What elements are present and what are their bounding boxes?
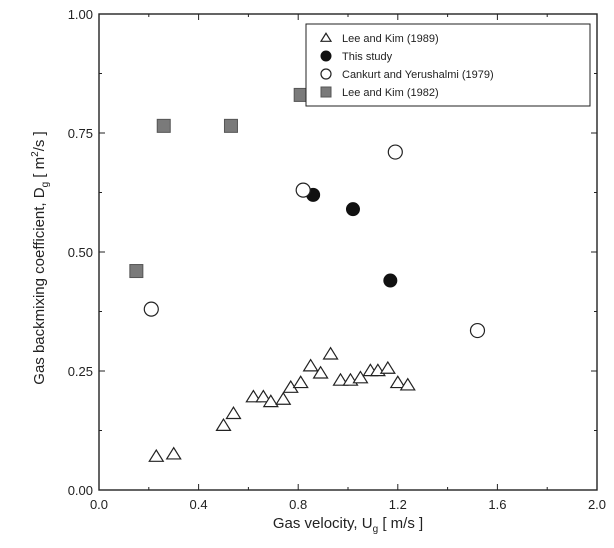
- data-point-series-1: [292, 375, 309, 389]
- data-point-series-1: [352, 370, 369, 384]
- y-tick-label: 0.50: [68, 245, 93, 260]
- legend-entry-4: Lee and Kim (1982): [342, 87, 439, 99]
- x-tick-label: 1.2: [389, 497, 407, 512]
- data-point-series-4: [223, 118, 238, 133]
- y-tick-label: 0.00: [68, 483, 93, 498]
- data-point-series-3: [143, 301, 159, 317]
- x-tick-label: 1.6: [488, 497, 506, 512]
- data-point-series-3: [387, 144, 403, 160]
- data-point-series-1: [302, 358, 319, 372]
- legend-entry-3: Cankurt and Yerushalmi (1979): [342, 69, 494, 81]
- x-tick-label: 0.0: [90, 497, 108, 512]
- legend-marker-1: [319, 32, 333, 42]
- data-point-series-1: [255, 389, 272, 403]
- data-point-series-1: [262, 394, 279, 408]
- x-axis-ticks: 0.0 0.4 0.8 1.2 1.6 2.0: [90, 14, 606, 512]
- x-tick-label: 0.4: [190, 497, 208, 512]
- data-points: [129, 87, 486, 462]
- legend-entry-2: This study: [342, 51, 393, 63]
- legend-entry-1: Lee and Kim (1989): [342, 33, 439, 45]
- data-point-series-1: [332, 372, 349, 386]
- data-point-series-1: [275, 391, 292, 405]
- x-axis-label: Gas velocity, Ug [ m/s ]: [273, 515, 423, 535]
- data-point-series-4: [293, 87, 308, 102]
- data-point-series-1: [389, 375, 406, 389]
- data-point-series-1: [399, 377, 416, 391]
- y-tick-label: 0.25: [68, 364, 93, 379]
- data-point-series-1: [312, 365, 329, 379]
- data-point-series-2: [383, 273, 398, 288]
- y-tick-label: 0.75: [68, 126, 93, 141]
- data-point-series-1: [215, 417, 232, 431]
- y-tick-label: 1.00: [68, 7, 93, 22]
- data-point-series-1: [322, 346, 339, 360]
- legend-marker-3: [320, 68, 332, 80]
- data-point-series-1: [165, 446, 182, 460]
- data-point-series-1: [245, 389, 262, 403]
- y-axis-label: Gas backmixing coefficient, Dg [ m2/s ]: [30, 131, 51, 384]
- data-point-series-1: [379, 360, 396, 374]
- x-tick-label: 2.0: [588, 497, 606, 512]
- y-axis-ticks: 0.00 0.25 0.50 0.75 1.00: [68, 7, 597, 498]
- data-point-series-3: [295, 182, 311, 198]
- data-point-series-1: [225, 406, 242, 420]
- data-point-series-3: [469, 322, 486, 339]
- data-point-series-4: [156, 118, 171, 133]
- legend-box: [305, 23, 591, 107]
- x-tick-label: 0.8: [289, 497, 307, 512]
- legend: Lee and Kim (1989) This study Cankurt and …: [305, 23, 591, 107]
- data-point-series-4: [129, 264, 144, 279]
- legend-marker-2: [320, 50, 332, 62]
- legend-marker-4: [320, 86, 332, 98]
- data-point-series-2: [345, 202, 360, 217]
- data-point-series-1: [148, 448, 165, 462]
